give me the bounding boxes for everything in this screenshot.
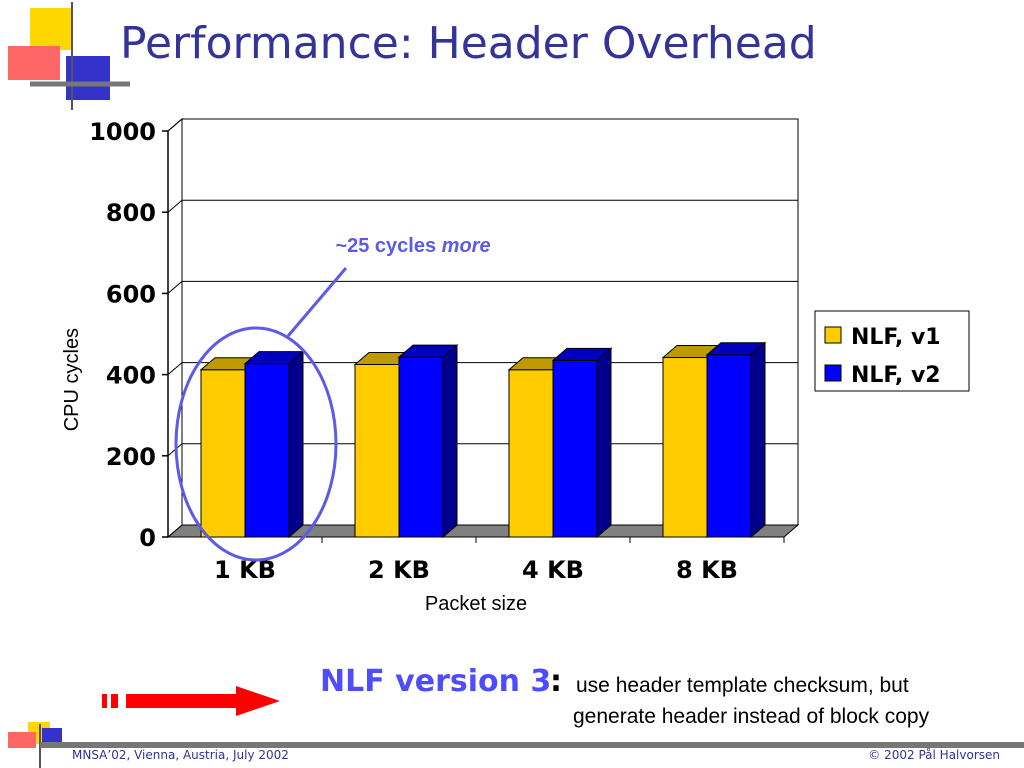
legend-swatch	[824, 326, 842, 344]
y-tick-label: 1000	[89, 118, 156, 146]
y-tick-label: 400	[106, 362, 156, 390]
bar-side	[596, 347, 612, 539]
gridline-diagonal	[167, 199, 183, 213]
footer-left-text: MNSA’02, Vienna, Austria, July 2002	[72, 748, 289, 762]
deco-red-square	[8, 46, 60, 80]
x-tick-label: 8 KB	[676, 556, 738, 584]
bar-side	[750, 341, 766, 539]
bar	[662, 357, 708, 538]
nlf-version3-line1: use header template checksum, but	[576, 674, 909, 697]
deco-yellow-square	[30, 8, 72, 50]
slide-title: Performance: Header Overhead	[120, 18, 817, 69]
legend-label: NLF, v1	[851, 325, 941, 350]
bar-side	[288, 350, 304, 539]
deco-blue-square	[66, 56, 110, 100]
nlf-version3-line2: generate header instead of block copy	[573, 705, 930, 728]
red-arrow-icon	[102, 686, 280, 716]
gridline-diagonal	[167, 362, 183, 375]
bar-side	[442, 344, 458, 539]
y-tick-label: 800	[106, 199, 156, 227]
gridline-diagonal	[167, 118, 183, 132]
bar	[354, 363, 400, 538]
footer-right-text: © 2002 Pål Halvorsen	[868, 748, 1000, 762]
corner-decoration	[8, 2, 130, 768]
gridline-diagonal	[167, 281, 183, 294]
callout-text: ~25 cycles more	[335, 235, 490, 257]
callout-prefix: ~25 cycles	[335, 235, 441, 257]
legend-label: NLF, v2	[851, 363, 941, 388]
nlf-version3-colon: :	[550, 664, 562, 699]
bar	[552, 359, 598, 538]
bar	[508, 369, 554, 538]
bar	[706, 354, 752, 538]
x-axis-label: Packet size	[425, 593, 527, 615]
bar	[244, 363, 290, 538]
callout-emphasis: more	[442, 235, 491, 257]
footer-rule	[40, 742, 1024, 748]
highlight-ellipse	[174, 326, 338, 562]
y-tick-label: 200	[106, 443, 156, 471]
x-tick-label: 4 KB	[522, 556, 584, 584]
legend-swatch	[824, 364, 842, 382]
deco-footer-red	[8, 732, 36, 748]
y-tick-label: 600	[106, 280, 156, 308]
nlf-version3-title: NLF version 3	[320, 664, 552, 699]
bar	[200, 369, 246, 538]
y-tick-label: 0	[139, 524, 156, 552]
callout-pointer	[286, 267, 348, 337]
x-tick-label: 2 KB	[368, 556, 430, 584]
y-axis-label: CPU cycles	[61, 328, 83, 431]
bar	[398, 356, 444, 538]
